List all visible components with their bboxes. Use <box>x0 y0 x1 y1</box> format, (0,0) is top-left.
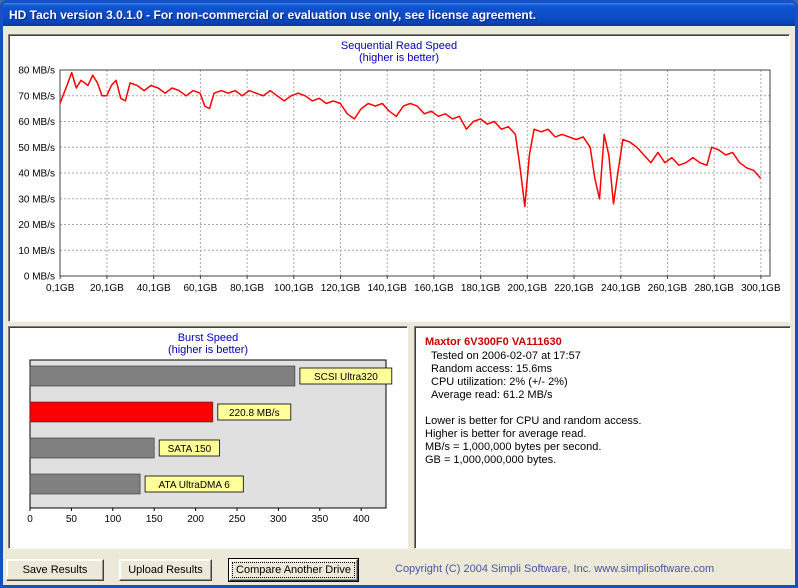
svg-text:60 MB/s: 60 MB/s <box>18 117 55 128</box>
upload-results-button[interactable]: Upload Results <box>119 559 212 581</box>
sequential-read-panel: Sequential Read Speed (higher is better)… <box>8 34 790 322</box>
sequential-chart-subtitle: (higher is better) <box>358 52 440 64</box>
svg-text:40,1GB: 40,1GB <box>137 283 171 294</box>
svg-text:20,1GB: 20,1GB <box>90 283 124 294</box>
burst-chart-title: Burst Speed <box>177 332 239 344</box>
svg-text:80,1GB: 80,1GB <box>230 283 264 294</box>
window-title: HD Tach version 3.0.1.0 - For non-commer… <box>9 7 537 22</box>
svg-text:50: 50 <box>66 514 78 525</box>
drive-name: Maxtor 6V300F0 VA111630 <box>425 336 562 348</box>
svg-text:180,1GB: 180,1GB <box>461 283 501 294</box>
svg-text:150: 150 <box>146 514 163 525</box>
burst-speed-panel: Burst Speed (higher is better) SCSI Ultr… <box>8 326 408 549</box>
svg-text:260,1GB: 260,1GB <box>648 283 688 294</box>
svg-text:0 MB/s: 0 MB/s <box>24 272 55 283</box>
svg-text:100: 100 <box>104 514 121 525</box>
copyright-text: Copyright (C) 2004 Simpli Software, Inc.… <box>395 563 715 575</box>
note-line: Higher is better for average read. <box>425 428 587 440</box>
svg-text:200,1GB: 200,1GB <box>508 283 548 294</box>
save-results-button[interactable]: Save Results <box>6 559 104 581</box>
burst-speed-chart: SCSI Ultra320 220.8 MB/s SATA 150 ATA Ultra… <box>27 359 393 525</box>
note-line: Lower is better for CPU and random acces… <box>425 415 642 427</box>
svg-text:400: 400 <box>353 514 370 525</box>
svg-text:SCSI Ultra320: SCSI Ultra320 <box>314 372 378 383</box>
svg-text:140,1GB: 140,1GB <box>367 283 407 294</box>
svg-text:70 MB/s: 70 MB/s <box>18 91 55 102</box>
drive-detail-average-read: Average read: 61.2 MB/s <box>431 389 553 401</box>
svg-text:200: 200 <box>187 514 204 525</box>
svg-text:280,1GB: 280,1GB <box>694 283 734 294</box>
drive-detail-cpu-utilization: CPU utilization: 2% (+/- 2%) <box>431 376 568 388</box>
notes-block: Lower is better for CPU and random acces… <box>425 415 780 467</box>
svg-text:100,1GB: 100,1GB <box>274 283 314 294</box>
svg-text:80 MB/s: 80 MB/s <box>18 66 55 77</box>
drive-detail-tested: Tested on 2006-02-07 at 17:57 <box>431 350 581 362</box>
svg-text:20 MB/s: 20 MB/s <box>18 220 55 231</box>
svg-text:40 MB/s: 40 MB/s <box>18 169 55 180</box>
svg-text:300,1GB: 300,1GB <box>741 283 781 294</box>
svg-text:300: 300 <box>270 514 287 525</box>
svg-text:240,1GB: 240,1GB <box>601 283 641 294</box>
svg-text:220.8 MB/s: 220.8 MB/s <box>229 408 280 419</box>
svg-text:0: 0 <box>27 514 33 525</box>
sequential-read-chart: 0 MB/s 10 MB/s 20 MB/s 30 MB/s 40 MB/s 50 MB/… <box>18 66 781 294</box>
burst-chart-subtitle: (higher is better) <box>167 344 249 356</box>
svg-text:60,1GB: 60,1GB <box>183 283 217 294</box>
svg-text:SATA 150: SATA 150 <box>168 444 212 455</box>
svg-text:250: 250 <box>229 514 246 525</box>
svg-text:0,1GB: 0,1GB <box>46 283 75 294</box>
svg-text:ATA UltraDMA 6: ATA UltraDMA 6 <box>159 480 231 491</box>
note-line: GB = 1,000,000,000 bytes. <box>425 454 557 466</box>
svg-text:220,1GB: 220,1GB <box>554 283 594 294</box>
svg-text:50 MB/s: 50 MB/s <box>18 143 55 154</box>
svg-text:160,1GB: 160,1GB <box>414 283 454 294</box>
svg-text:10 MB/s: 10 MB/s <box>18 246 55 257</box>
svg-text:30 MB/s: 30 MB/s <box>18 194 55 205</box>
drive-detail-random-access: Random access: 15.6ms <box>431 363 553 375</box>
svg-text:350: 350 <box>311 514 328 525</box>
note-line: MB/s = 1,000,000 bytes per second. <box>425 441 602 453</box>
drive-info-panel: Maxtor 6V300F0 VA111630 Tested on 2006-0… <box>414 326 791 549</box>
title-bar[interactable]: HD Tach version 3.0.1.0 - For non-commer… <box>3 3 795 26</box>
compare-another-drive-button[interactable]: Compare Another Drive <box>229 559 358 581</box>
sequential-chart-title: Sequential Read Speed <box>340 40 458 52</box>
svg-text:120,1GB: 120,1GB <box>321 283 361 294</box>
